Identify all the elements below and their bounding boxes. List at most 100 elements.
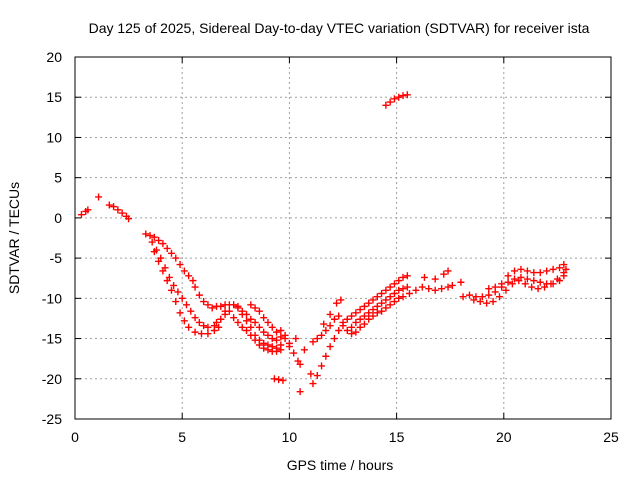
series-drop-upper	[142, 230, 225, 312]
data-point	[204, 330, 212, 338]
data-point	[277, 327, 285, 335]
data-point	[322, 352, 330, 360]
data-point	[247, 315, 255, 323]
data-point	[268, 335, 276, 343]
y-tick-label: 20	[46, 49, 62, 65]
data-point	[444, 267, 452, 275]
series-late-plateau	[405, 267, 456, 298]
data-point	[508, 280, 516, 288]
data-point	[277, 346, 285, 354]
data-point	[382, 296, 390, 304]
y-tick-label: -5	[50, 250, 63, 266]
series-drop-lower	[150, 248, 223, 338]
x-tick-label: 0	[71, 429, 79, 445]
data-point	[273, 328, 281, 336]
data-point	[399, 273, 407, 281]
data-point	[191, 283, 199, 291]
data-point	[399, 92, 407, 100]
data-point	[330, 335, 338, 343]
data-point	[118, 209, 126, 217]
data-point	[273, 336, 281, 344]
data-point	[343, 315, 351, 323]
data-point	[290, 349, 298, 357]
data-point	[523, 267, 531, 275]
chart-title: Day 125 of 2025, Sidereal Day-to-day VTE…	[89, 20, 590, 36]
data-point	[322, 327, 330, 335]
data-point	[459, 293, 467, 301]
data-point	[247, 323, 255, 331]
series-early	[77, 193, 133, 223]
data-point	[238, 307, 246, 315]
data-point	[352, 328, 360, 336]
data-point	[356, 306, 364, 314]
data-point	[382, 304, 390, 312]
data-point	[210, 327, 218, 335]
data-point	[431, 275, 439, 283]
data-point	[277, 333, 285, 341]
data-point	[369, 296, 377, 304]
data-point	[425, 285, 433, 293]
data-point	[562, 265, 570, 273]
data-point	[243, 317, 251, 325]
data-point	[478, 293, 486, 301]
data-point	[182, 301, 190, 309]
data-point	[438, 285, 446, 293]
data-point	[335, 327, 343, 335]
data-point	[395, 277, 403, 285]
data-point	[270, 375, 278, 383]
data-point	[390, 280, 398, 288]
x-tick-label: 20	[496, 429, 512, 445]
data-point	[403, 283, 411, 291]
x-tick-label: 15	[389, 429, 405, 445]
data-point	[264, 346, 272, 354]
data-point	[541, 283, 549, 291]
series-rise-a	[339, 272, 411, 326]
x-tick-label: 10	[282, 429, 298, 445]
data-point	[360, 302, 368, 310]
data-point	[309, 380, 317, 388]
data-point	[159, 240, 167, 248]
data-point	[457, 278, 465, 286]
data-point	[255, 307, 263, 315]
data-point	[170, 281, 178, 289]
data-point	[195, 318, 203, 326]
data-point	[187, 307, 195, 315]
data-point	[365, 299, 373, 307]
data-point	[348, 330, 356, 338]
data-point	[390, 298, 398, 306]
data-point	[530, 269, 538, 277]
data-point	[142, 230, 150, 238]
data-point	[386, 293, 394, 301]
data-point	[191, 314, 199, 322]
data-point	[399, 285, 407, 293]
data-point	[489, 298, 497, 306]
data-point	[197, 330, 205, 338]
data-point	[221, 301, 229, 309]
data-point	[296, 388, 304, 396]
data-point	[373, 309, 381, 317]
data-point	[476, 298, 484, 306]
data-point	[309, 338, 317, 346]
data-point	[255, 341, 263, 349]
data-point	[511, 275, 519, 283]
data-point	[208, 304, 216, 312]
y-tick-label: -15	[42, 331, 62, 347]
data-point	[146, 232, 154, 240]
series-mid-b	[221, 301, 285, 355]
data-point	[543, 267, 551, 275]
series-rise-b	[343, 283, 411, 335]
data-point	[373, 302, 381, 310]
data-point	[268, 323, 276, 331]
data-point	[386, 301, 394, 309]
data-point	[77, 211, 85, 219]
data-point	[189, 277, 197, 285]
data-point	[125, 215, 133, 223]
data-point	[491, 283, 499, 291]
grid-lines	[75, 57, 611, 419]
data-point	[365, 309, 373, 317]
data-point	[225, 307, 233, 315]
data-point	[260, 314, 268, 322]
data-point	[281, 331, 289, 339]
data-point	[560, 261, 568, 269]
data-point	[260, 328, 268, 336]
